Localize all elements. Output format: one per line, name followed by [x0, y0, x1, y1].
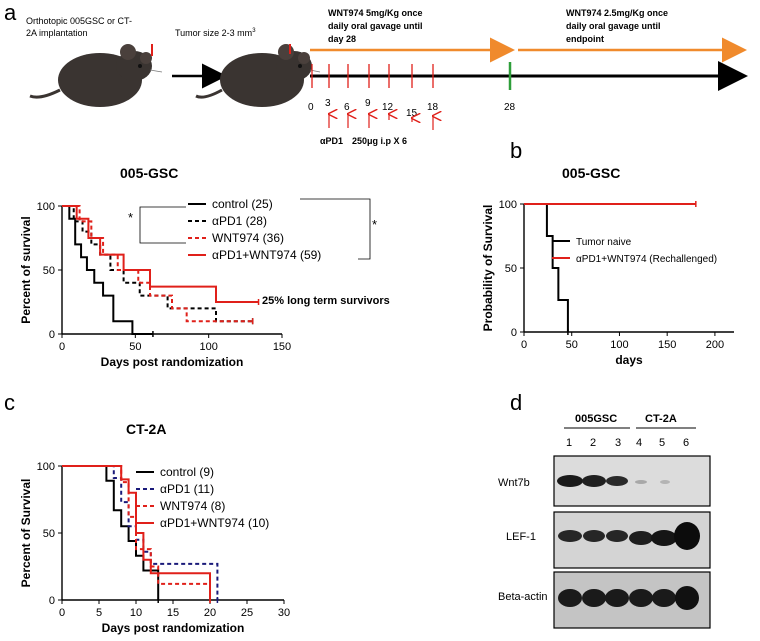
- survival-curve: [62, 465, 211, 600]
- x-axis-label: Days post randomization: [102, 621, 245, 635]
- x-tick-label: 150: [658, 339, 676, 351]
- significance-star-left: *: [128, 210, 133, 225]
- timeline-day-0: 0: [308, 102, 314, 113]
- mouse-icon: [195, 44, 321, 107]
- y-tick-label: 50: [505, 263, 517, 275]
- legend-label: WNT974 (36): [212, 231, 284, 245]
- legend-label: αPD1+WNT974 (Rechallenged): [576, 254, 717, 265]
- y-tick-label: 0: [49, 329, 55, 341]
- x-tick-label: 50: [129, 341, 141, 353]
- x-axis-label: days: [615, 353, 643, 367]
- legend-label: control (25): [212, 197, 273, 211]
- blot-lane-5: 5: [659, 437, 665, 449]
- chart-a: 0 50 100 150 0 50 100 Days post randomization Pe…: [19, 197, 321, 369]
- legend-label: αPD1 (28): [212, 214, 267, 228]
- blot-row-wnt7b: Wnt7b: [498, 477, 530, 489]
- x-tick-label: 50: [566, 339, 578, 351]
- x-tick-label: 0: [521, 339, 527, 351]
- blot-lane-1: 1: [566, 437, 572, 449]
- y-tick-label: 0: [511, 327, 517, 339]
- chart-a-title: 005-GSC: [120, 165, 178, 181]
- implant-label-line2: 2A implantation: [26, 28, 88, 38]
- survival-curve: [62, 465, 211, 600]
- timeline-day-9: 9: [365, 98, 371, 109]
- blot-lane-4: 4: [636, 437, 642, 449]
- panel-b-letter: b: [510, 138, 522, 163]
- x-tick-label: 100: [610, 339, 628, 351]
- chart-b-title: 005-GSC: [562, 165, 620, 181]
- dose-label: 250μg i.p X 6: [352, 136, 407, 146]
- blot-lane-3: 3: [615, 437, 621, 449]
- y-tick-label: 100: [37, 461, 55, 473]
- chart-c-title: CT-2A: [126, 421, 166, 437]
- significance-star-right: *: [372, 217, 377, 232]
- legend-label: αPD1+WNT974 (59): [212, 248, 321, 262]
- legend-label: control (9): [160, 465, 214, 479]
- x-tick-label: 0: [59, 341, 65, 353]
- x-tick-label: 10: [130, 607, 142, 619]
- blot-row-lef1: LEF-1: [506, 531, 536, 543]
- legend-label: αPD1 (11): [160, 482, 214, 496]
- x-tick-label: 5: [96, 607, 102, 619]
- blot-lane-6: 6: [683, 437, 689, 449]
- tumor-size-label: Tumor size 2-3 mm3: [175, 28, 256, 38]
- x-tick-label: 200: [706, 339, 724, 351]
- legend-label: αPD1+WNT974 (10): [160, 516, 269, 530]
- phase1-line3: day 28: [328, 34, 356, 44]
- x-tick-label: 0: [59, 607, 65, 619]
- significance-bracket-left: [139, 206, 186, 244]
- x-axis-label: Days post randomization: [101, 355, 244, 369]
- x-tick-label: 150: [273, 341, 291, 353]
- y-tick-label: 100: [37, 201, 55, 213]
- y-axis-label: Percent of Survival: [19, 479, 33, 588]
- survival-curve: [524, 203, 569, 332]
- phase2-line3: endpoint: [566, 34, 604, 44]
- y-tick-label: 100: [499, 199, 517, 211]
- x-tick-label: 20: [204, 607, 216, 619]
- blot-group-005gsc: 005GSC: [575, 413, 617, 425]
- implant-label-line1: Orthotopic 005GSC or CT-: [26, 16, 132, 26]
- timeline-day-18: 18: [427, 102, 439, 113]
- y-tick-label: 50: [43, 265, 55, 277]
- x-tick-label: 30: [278, 607, 290, 619]
- x-tick-label: 25: [241, 607, 253, 619]
- blot-group-ct2a: CT-2A: [645, 413, 677, 425]
- timeline-day-3: 3: [325, 98, 331, 109]
- blot-wnt7b: [553, 455, 711, 507]
- survival-curve: [62, 205, 253, 323]
- x-tick-label: 15: [167, 607, 179, 619]
- chart-a-annotation: 25% long term survivors: [262, 295, 390, 307]
- phase1-line1: WNT974 5mg/Kg once: [328, 8, 423, 18]
- injection-arrows: [329, 114, 433, 130]
- y-axis-label: Probability of Survival: [481, 205, 495, 332]
- legend-label: Tumor naive: [576, 237, 632, 248]
- phase2-line1: WNT974 2.5mg/Kg once: [566, 8, 668, 18]
- survival-curve: [62, 205, 259, 303]
- apd1-label: αPD1: [320, 136, 343, 146]
- timeline-day-28: 28: [504, 102, 516, 113]
- timeline-ticks: [311, 64, 434, 88]
- chart-c: 0 5 10 15 20 25 30 0 50 100 Days post randomizatio…: [19, 461, 290, 635]
- panel-c-letter: c: [4, 390, 15, 415]
- legend-label: WNT974 (8): [160, 499, 225, 513]
- y-tick-label: 50: [43, 528, 55, 540]
- blot-beta-actin: [553, 571, 711, 629]
- panel-a-letter: a: [4, 0, 17, 25]
- blot-lef1: [553, 511, 711, 569]
- timeline-day-15: 15: [406, 108, 418, 119]
- y-tick-label: 0: [49, 595, 55, 607]
- phase2-line2: daily oral gavage until: [566, 21, 661, 31]
- timeline-day-6: 6: [344, 102, 350, 113]
- blot-row-beta-actin: Beta-actin: [498, 591, 548, 603]
- x-tick-label: 100: [199, 341, 217, 353]
- mouse-icon: [29, 44, 163, 107]
- phase1-line2: daily oral gavage until: [328, 21, 423, 31]
- panel-d-letter: d: [510, 390, 522, 415]
- y-axis-label: Percent of survival: [19, 216, 33, 323]
- chart-b: 0 50 100 150 200 0 50 100 days Probability of Sur…: [481, 199, 734, 367]
- blot-lane-2: 2: [590, 437, 596, 449]
- significance-bracket-right: [300, 198, 371, 260]
- timeline-day-12: 12: [382, 102, 394, 113]
